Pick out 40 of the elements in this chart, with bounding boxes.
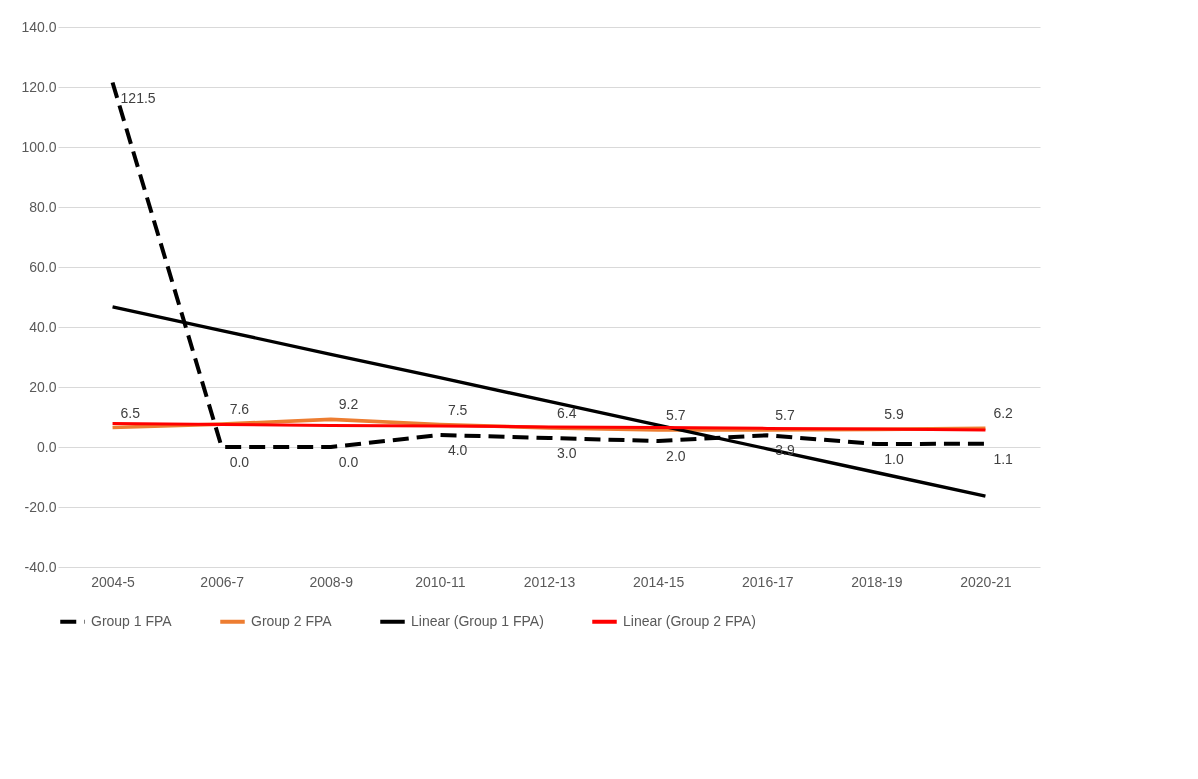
y-tick-label: 100.0: [21, 138, 57, 155]
data-label: 7.5: [447, 401, 468, 418]
y-tick-label: -40.0: [24, 558, 57, 575]
x-tick-label: 2010-11: [415, 573, 466, 590]
y-tick-label: 120.0: [21, 78, 57, 95]
data-label: 0.0: [338, 454, 359, 470]
y-tick-label: 140.0: [21, 18, 57, 35]
data-label: 5.7: [775, 406, 795, 423]
x-tick-label: 2020-21: [960, 573, 1012, 590]
x-tick-label: 2016-17: [742, 573, 794, 590]
y-tick-label: 20.0: [29, 378, 57, 395]
data-label: 1.0: [884, 451, 905, 467]
data-label: 6.2: [993, 405, 1014, 422]
y-tick-label: 0.0: [37, 438, 57, 455]
legend-label: Linear (Group 2 FPA): [623, 612, 756, 629]
x-tick-label: 2004-5: [91, 573, 136, 590]
y-tick-label: 40.0: [29, 318, 57, 335]
data-label: 7.6: [229, 401, 250, 418]
x-tick-label: 2006-7: [200, 573, 245, 590]
data-label: 3.0: [557, 445, 577, 461]
legend-label: Linear (Group 1 FPA): [411, 612, 544, 629]
y-tick-label: 60.0: [29, 258, 57, 275]
data-label: 1.1: [993, 450, 1014, 467]
x-tick-label: 2008-9: [309, 573, 354, 590]
data-label: 6.4: [557, 404, 577, 421]
data-label: 0.0: [229, 454, 250, 470]
data-label: 6.5: [120, 404, 141, 421]
legend-label: Group 1 FPA: [91, 612, 173, 629]
data-label: 5.7: [666, 406, 686, 423]
data-label: 9.2: [338, 396, 359, 413]
y-tick-label: 80.0: [29, 198, 57, 215]
data-label: 121.5: [120, 89, 156, 106]
data-label: 4.0: [447, 442, 468, 458]
x-tick-label: 2012-13: [523, 573, 576, 590]
y-tick-label: -20.0: [24, 498, 57, 515]
data-label: 2.0: [666, 448, 686, 464]
legend-label: Group 2 FPA: [251, 612, 333, 629]
data-label: 5.9: [884, 406, 905, 423]
x-tick-label: 2014-15: [632, 573, 685, 590]
x-tick-label: 2018-19: [851, 573, 903, 590]
